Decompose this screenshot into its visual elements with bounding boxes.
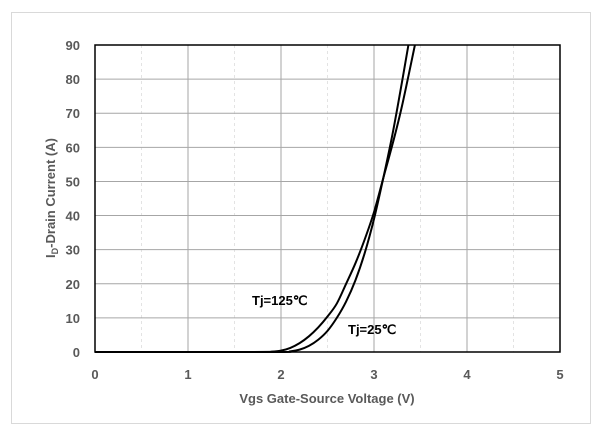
y-axis-label: ID-Drain Current (A) — [43, 138, 60, 258]
x-tick-label: 1 — [184, 367, 191, 382]
y-tick-label: 0 — [73, 345, 80, 360]
x-axis-label: Vgs Gate-Source Voltage (V) — [239, 391, 414, 406]
x-tick-label: 5 — [556, 367, 563, 382]
x-tick-label: 2 — [277, 367, 284, 382]
y-tick-label: 60 — [66, 140, 80, 155]
y-tick-label: 80 — [66, 72, 80, 87]
y-tick-label: 40 — [66, 209, 80, 224]
chart-frame — [11, 12, 591, 424]
y-tick-label: 30 — [66, 243, 80, 258]
y-tick-label: 90 — [66, 38, 80, 53]
y-tick-label: 10 — [66, 311, 80, 326]
annotation-125c: Tj=125℃ — [252, 293, 307, 308]
annotation-25c: Tj=25℃ — [348, 322, 396, 337]
x-tick-label: 3 — [370, 367, 377, 382]
y-tick-label: 70 — [66, 106, 80, 121]
plot-border — [94, 44, 561, 353]
y-tick-label: 20 — [66, 277, 80, 292]
x-tick-label: 4 — [463, 367, 471, 382]
y-tick-label: 50 — [66, 174, 80, 189]
x-tick-label: 0 — [91, 367, 98, 382]
